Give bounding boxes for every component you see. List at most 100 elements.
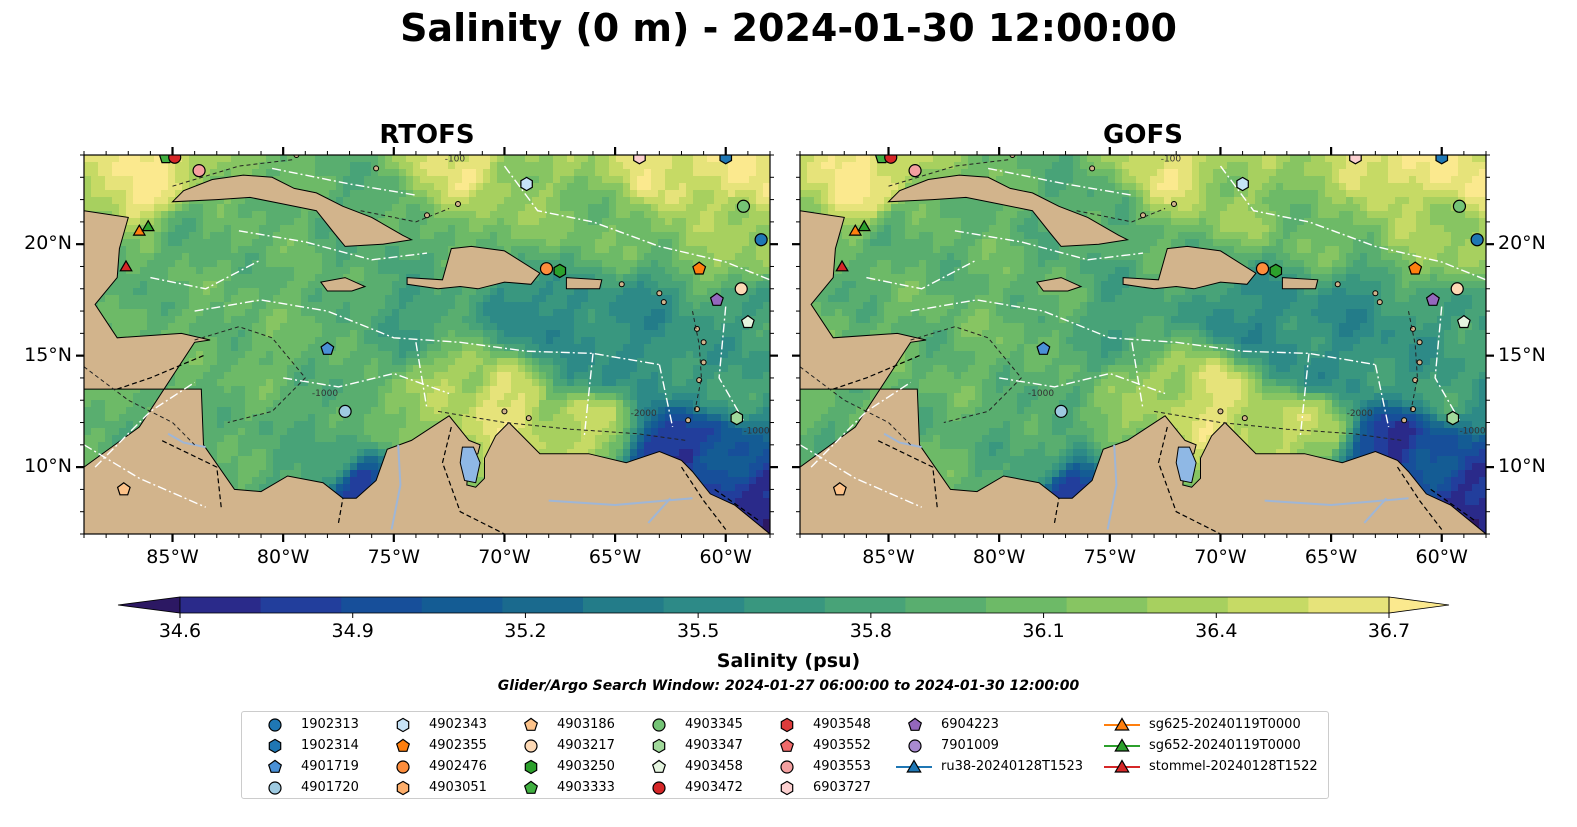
observation-4902476 bbox=[1255, 262, 1270, 276]
country-border bbox=[1396, 466, 1443, 530]
eez-boundary bbox=[271, 167, 417, 196]
eez-boundary bbox=[503, 165, 770, 281]
island bbox=[1376, 299, 1383, 306]
lon-tick-label: 80°W bbox=[256, 546, 310, 568]
observation-markers bbox=[116, 155, 768, 496]
legend-marker-shape bbox=[779, 738, 795, 752]
bathymetry-contour bbox=[888, 159, 1011, 187]
legend-label: 4903186 bbox=[557, 717, 615, 732]
observation-1902313 bbox=[754, 233, 768, 247]
colorbar-tick-label: 35.5 bbox=[676, 620, 720, 642]
bathymetry-contour bbox=[84, 366, 195, 446]
island bbox=[373, 165, 380, 172]
bathymetry-contour bbox=[800, 366, 911, 446]
country-border bbox=[441, 426, 505, 534]
eez-boundary bbox=[987, 167, 1133, 196]
observation-markers bbox=[832, 155, 1484, 496]
contour-label: -2000 bbox=[1347, 409, 1373, 419]
legend-label: 4903345 bbox=[685, 717, 743, 732]
lat-tick-label: 20°N bbox=[1498, 232, 1546, 255]
legend-marker-shape bbox=[780, 760, 794, 774]
island bbox=[1140, 212, 1146, 219]
eez-boundary bbox=[583, 353, 594, 439]
island bbox=[1372, 290, 1379, 297]
observation-6904223 bbox=[709, 292, 724, 306]
legend-label: 4903250 bbox=[557, 759, 615, 774]
country-border bbox=[337, 498, 344, 524]
island bbox=[1170, 201, 1177, 208]
land-jamaica bbox=[319, 277, 367, 292]
legend-marker bbox=[396, 717, 410, 733]
colorbar-tick-label: 36.4 bbox=[1195, 620, 1238, 642]
contour-label: -1000 bbox=[1028, 389, 1054, 399]
main-title: Salinity (0 m) - 2024-01-30 12:00:00 bbox=[400, 6, 1177, 50]
island bbox=[454, 201, 461, 208]
colorbar-segment bbox=[1066, 597, 1148, 613]
observation-4903250 bbox=[553, 263, 567, 279]
eez-boundary bbox=[718, 306, 745, 421]
land-south-america bbox=[800, 210, 1486, 534]
contour-label: -1000 bbox=[312, 389, 338, 399]
legend-marker bbox=[652, 718, 666, 732]
lon-tick-label: 65°W bbox=[588, 546, 642, 568]
legend-marker bbox=[396, 780, 410, 796]
colorbar-extend-min bbox=[117, 596, 181, 614]
legend-marker-shape bbox=[780, 780, 794, 796]
country-border bbox=[714, 488, 760, 522]
colorbar-segment bbox=[180, 597, 262, 613]
legend-label: 6903727 bbox=[813, 780, 871, 795]
observation-sg652-20240119T0000 bbox=[857, 219, 871, 232]
lake-maracaibo bbox=[459, 446, 481, 484]
legend-marker bbox=[907, 717, 923, 731]
lat-tick-label: 10°N bbox=[24, 455, 72, 478]
colorbar-segment bbox=[260, 597, 342, 613]
island bbox=[525, 415, 532, 422]
observation-4901720 bbox=[1054, 404, 1068, 418]
bathymetry-contour bbox=[194, 326, 306, 423]
observation-4902343 bbox=[520, 176, 533, 192]
eez-boundary bbox=[1131, 342, 1144, 410]
lat-tick-label: 10°N bbox=[1498, 455, 1546, 478]
legend-marker bbox=[267, 759, 283, 773]
legend-label: 1902313 bbox=[301, 717, 359, 732]
observation-stommel-20240128T1522 bbox=[119, 259, 133, 272]
legend-marker-shape bbox=[652, 781, 666, 795]
legend-marker-shape bbox=[651, 759, 667, 773]
lat-tick-label: 15°N bbox=[1498, 343, 1546, 366]
legend-marker-shape bbox=[907, 717, 923, 731]
contour-label: -1000 bbox=[743, 427, 769, 437]
eez-boundary bbox=[658, 364, 674, 428]
lat-tick-label: 20°N bbox=[24, 232, 72, 255]
eez-boundary bbox=[1374, 364, 1390, 428]
legend-marker-shape bbox=[395, 738, 411, 752]
legend-marker-shape bbox=[908, 739, 922, 753]
island bbox=[1401, 417, 1408, 424]
river bbox=[1106, 444, 1118, 530]
legend-marker-shape bbox=[906, 759, 922, 773]
legend-marker bbox=[780, 780, 794, 796]
colorbar-segment bbox=[1308, 597, 1390, 613]
legend-marker-shape bbox=[524, 739, 538, 753]
legend-marker-shape bbox=[523, 780, 539, 794]
colorbar-segment bbox=[663, 597, 745, 613]
observation-4902343 bbox=[1236, 176, 1249, 192]
observation-4903250 bbox=[1269, 263, 1283, 279]
island bbox=[685, 417, 692, 424]
legend-label: 7901009 bbox=[941, 738, 999, 753]
contour-label: -100 bbox=[1161, 155, 1182, 165]
lon-tick-label: 75°W bbox=[1083, 546, 1137, 568]
panel-title-gofs: GOFS bbox=[1103, 120, 1183, 150]
legend-label: sg652-20240119T0000 bbox=[1149, 738, 1301, 753]
legend-label: 4903217 bbox=[557, 738, 615, 753]
legend-label: 4903472 bbox=[685, 780, 743, 795]
land-hispaniola bbox=[406, 245, 541, 290]
lon-tick-label: 60°W bbox=[1415, 546, 1468, 568]
lon-tick-label: 85°W bbox=[146, 546, 199, 568]
eez-boundary bbox=[415, 342, 428, 410]
river bbox=[647, 497, 672, 524]
island bbox=[700, 339, 707, 346]
colorbar-segment bbox=[421, 597, 503, 613]
legend-marker bbox=[1104, 759, 1140, 773]
country-border bbox=[877, 439, 938, 508]
legend-marker bbox=[524, 759, 538, 775]
